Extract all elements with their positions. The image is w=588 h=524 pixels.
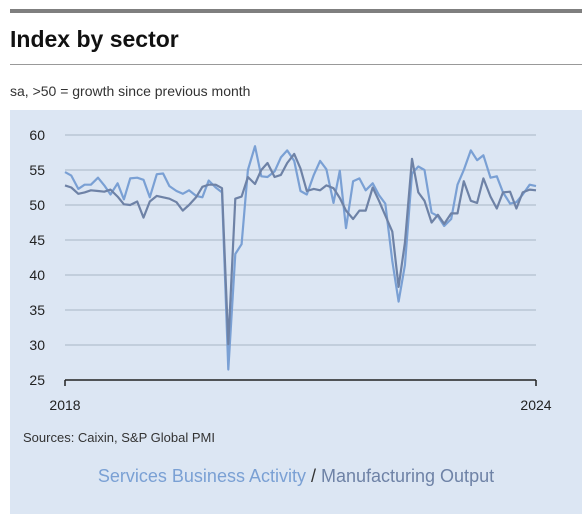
y-tick-label: 35 <box>29 302 45 318</box>
series-line-1 <box>64 152 537 346</box>
y-tick-label: 45 <box>29 232 45 248</box>
x-tick-label: 2018 <box>49 397 80 413</box>
top-accent-bar <box>10 9 582 13</box>
y-tick-label: 40 <box>29 267 45 283</box>
x-axis: 2018 2024 <box>49 379 552 413</box>
y-axis-ticks: 25 30 35 40 45 50 55 60 <box>29 127 45 388</box>
y-tick-label: 50 <box>29 197 45 213</box>
chart-panel: 25 30 35 40 45 50 55 60 2018 2024 Sources: Caixi… <box>10 110 582 514</box>
line-chart: 25 30 35 40 45 50 55 60 2018 2024 <box>29 127 552 413</box>
y-tick-label: 25 <box>29 372 45 388</box>
chart-title: Index by sector <box>10 26 179 52</box>
series-lines <box>64 145 537 371</box>
legend: Services Business Activity / Manufacturi… <box>10 466 582 487</box>
legend-separator: / <box>305 466 321 486</box>
chart-subtitle: sa, >50 = growth since previous month <box>10 83 251 99</box>
y-tick-label: 30 <box>29 337 45 353</box>
title-divider <box>10 64 582 65</box>
source-note: Sources: Caixin, S&P Global PMI <box>23 430 215 445</box>
y-tick-label: 60 <box>29 127 45 143</box>
legend-label-services: Services Business Activity <box>97 466 306 486</box>
legend-label-manufacturing: Manufacturing Output <box>320 466 495 486</box>
series-line-0 <box>64 145 537 371</box>
x-tick-label: 2024 <box>520 397 551 413</box>
y-tick-label: 55 <box>29 162 45 178</box>
